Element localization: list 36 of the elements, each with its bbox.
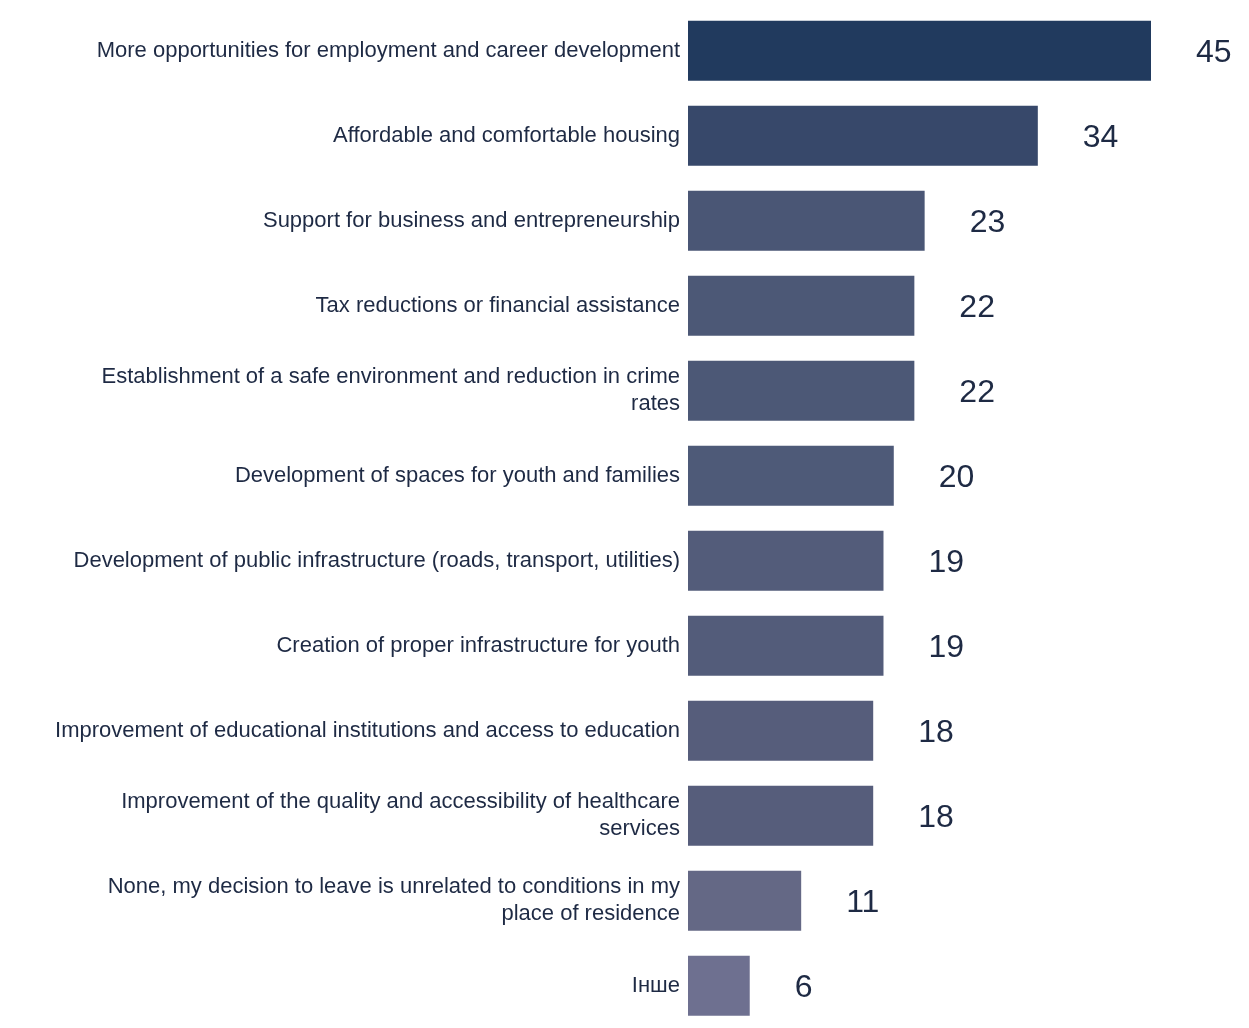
data-label: 18 [918,798,954,835]
data-label: 11 [846,883,880,920]
y-tick-label: Development of spaces for youth and families [234,461,680,487]
y-tick-label: Інше [631,971,680,997]
data-label: 18 [918,713,954,750]
bar [688,785,874,846]
bar [688,190,925,251]
bar [688,360,915,421]
data-label: 20 [938,458,975,495]
data-label: 22 [959,288,995,325]
y-tick-label: Development of public infrastructure (roads, transport, utilities) [73,546,680,572]
bar [688,20,1151,81]
y-tick-label: Creation of proper infrastructure for youth [276,631,680,657]
bar [688,530,884,591]
y-tick-label: None, my decision to leave is unrelated to conditions in my place of residence [107,872,680,925]
bar [688,275,915,336]
y-tick-label: Establishment of a safe environment and reduction in crime rates [101,362,680,415]
y-tick-label: Improvement of educational institutions and access to education [55,716,680,742]
y-tick-label: Improvement of the quality and accessibility of healthcare services [121,787,680,840]
data-label: 19 [928,543,965,580]
data-label: 34 [1082,118,1119,155]
data-label: 23 [969,203,1006,240]
bar [688,700,874,761]
y-tick-label: More opportunities for employment and career development [96,36,680,62]
bar [688,955,750,1016]
y-tick-label: Support for business and entrepreneurship [262,206,680,232]
data-label: 22 [959,373,995,410]
bar [688,615,884,676]
data-label: 45 [1196,33,1232,70]
y-tick-label: Tax reductions or financial assistance [315,291,680,317]
bar [688,870,802,931]
y-tick-label: Affordable and comfortable housing [333,121,680,147]
bar [688,105,1038,166]
data-label: 19 [928,628,965,665]
bar [688,445,894,506]
data-label: 6 [794,968,813,1005]
